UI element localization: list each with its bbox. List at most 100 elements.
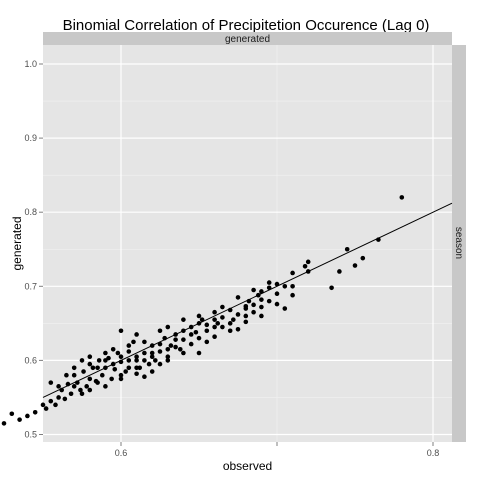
- data-point: [134, 371, 139, 377]
- data-point: [56, 384, 61, 389]
- data-point: [251, 309, 256, 315]
- data-point: [95, 365, 100, 371]
- data-point: [126, 349, 132, 354]
- data-point: [282, 306, 288, 311]
- data-point: [87, 376, 93, 382]
- data-point: [165, 354, 171, 359]
- data-point: [87, 354, 93, 359]
- data-point: [118, 372, 124, 378]
- data-point: [235, 326, 241, 332]
- right-facet-strip: [452, 45, 466, 442]
- data-point: [134, 332, 139, 337]
- data-point: [64, 372, 69, 378]
- data-point: [220, 315, 225, 320]
- data-point: [305, 269, 311, 274]
- x-tick-label: 0.8: [427, 448, 440, 458]
- data-point: [149, 369, 155, 374]
- data-point: [290, 292, 295, 298]
- data-point: [134, 358, 139, 363]
- data-point: [118, 359, 124, 365]
- y-tick-label: 1.0: [24, 59, 37, 69]
- data-point: [103, 358, 108, 363]
- data-point: [274, 291, 280, 297]
- data-point: [142, 374, 147, 380]
- data-point: [173, 337, 178, 342]
- data-point: [126, 358, 132, 363]
- x-axis-title: observed: [223, 459, 272, 473]
- data-point: [78, 387, 83, 393]
- data-point: [71, 372, 77, 378]
- data-point: [157, 349, 163, 354]
- data-point: [131, 339, 136, 345]
- y-tick-label: 0.7: [24, 281, 37, 291]
- y-tick-label: 0.8: [24, 207, 37, 217]
- data-point: [65, 381, 71, 387]
- data-point: [255, 292, 261, 298]
- data-point: [266, 285, 272, 291]
- data-point: [142, 350, 147, 356]
- data-point: [173, 332, 178, 337]
- data-point: [134, 365, 139, 371]
- data-point: [32, 409, 38, 415]
- y-axis-ticks: 0.5 0.6 0.7 0.8 0.9 1.0: [24, 59, 43, 440]
- data-point: [75, 380, 80, 385]
- data-point: [337, 269, 342, 274]
- x-tick-label: 0.6: [115, 448, 128, 458]
- data-point: [99, 372, 105, 378]
- right-facet-label: season: [453, 227, 464, 259]
- data-point: [87, 387, 93, 393]
- data-point: [109, 376, 114, 382]
- data-point: [188, 324, 194, 330]
- data-point: [266, 298, 272, 304]
- data-point: [227, 307, 233, 313]
- data-point: [1, 421, 7, 426]
- data-point: [62, 396, 68, 402]
- data-point: [103, 350, 108, 356]
- top-facet-label: generated: [225, 34, 270, 45]
- data-point: [231, 317, 236, 322]
- data-point: [123, 369, 128, 374]
- data-point: [68, 391, 74, 397]
- y-axis-title: generated: [10, 216, 24, 270]
- data-point: [282, 284, 288, 289]
- data-point: [193, 329, 199, 335]
- data-point: [196, 321, 202, 326]
- data-point: [235, 312, 241, 317]
- data-point: [71, 365, 77, 371]
- data-point: [188, 341, 194, 347]
- data-point: [81, 369, 86, 374]
- data-point: [25, 413, 30, 419]
- data-point: [149, 354, 155, 359]
- data-point: [90, 365, 96, 371]
- data-point: [84, 384, 89, 389]
- data-point: [149, 350, 155, 356]
- data-point: [43, 406, 49, 411]
- data-point: [215, 321, 221, 326]
- x-axis-ticks: 0.60.81: [115, 442, 440, 458]
- data-point: [302, 263, 308, 269]
- data-point: [251, 287, 256, 293]
- data-point: [259, 313, 264, 319]
- data-point: [118, 354, 124, 359]
- plot-panel: [43, 45, 452, 442]
- data-point: [48, 380, 54, 385]
- data-point: [399, 195, 405, 200]
- data-point: [59, 387, 65, 393]
- data-point: [56, 395, 61, 400]
- data-point: [153, 358, 158, 363]
- data-point: [360, 255, 366, 261]
- data-point: [243, 304, 249, 309]
- data-point: [162, 335, 167, 341]
- data-point: [165, 358, 171, 363]
- y-tick-label: 0.5: [24, 430, 37, 440]
- data-points: [1, 195, 405, 426]
- data-point: [243, 313, 249, 319]
- data-point: [71, 384, 77, 389]
- data-point: [115, 350, 121, 356]
- data-point: [181, 350, 186, 356]
- y-tick-label: 0.6: [24, 355, 37, 365]
- data-point: [352, 263, 358, 268]
- data-point: [251, 302, 256, 308]
- data-point: [212, 334, 217, 339]
- data-point: [196, 350, 202, 356]
